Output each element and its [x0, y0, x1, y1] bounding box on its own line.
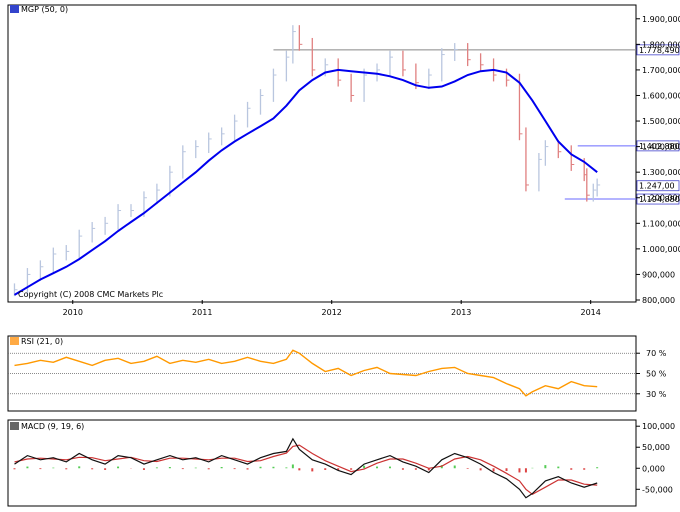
- price-x-tick-label: 2013: [451, 308, 471, 317]
- rsi-y-tick-label: 30 %: [646, 390, 667, 399]
- rsi-panel: 70 % 50 % 30 % RSI (21, 0): [7, 335, 667, 412]
- price-x-tick-label: 2012: [322, 308, 342, 317]
- macd-y-tick-label: 0,000: [642, 464, 665, 473]
- rsi-y-tick-label: 70 %: [646, 349, 667, 358]
- price-y-tick-label: 1.800,000: [642, 40, 680, 49]
- price-x-axis: 2010 2011 2012 2013 2014: [63, 300, 601, 317]
- price-y-tick-label: 1.500,000: [642, 117, 680, 126]
- macd-histogram: [13, 464, 599, 473]
- price-level-label: 1.194,880: [639, 195, 680, 204]
- price-x-tick-label: 2011: [192, 308, 212, 317]
- macd-y-tick-label: 50,000: [642, 443, 670, 452]
- macd-series-swatch-icon: [10, 422, 19, 430]
- price-y-tick-label: 1.000,000: [642, 245, 680, 254]
- price-panel-frame: [7, 4, 637, 303]
- price-level-tag: [636, 44, 680, 56]
- price-y-tick-label: 1.200,000: [642, 194, 680, 203]
- rsi-line: [14, 349, 598, 397]
- price-series-swatch-icon: [10, 5, 19, 13]
- last-value-tag: [636, 180, 680, 192]
- macd-y-tick-label: -50,000: [642, 485, 673, 494]
- macd-line: [14, 437, 598, 499]
- macd-panel: 100,000 50,000 0,000 -50,000 MACD (9, 19, 6…: [7, 419, 675, 507]
- last-value-label: 1.247,00: [639, 182, 675, 191]
- price-y-tick-label: 800,000: [642, 296, 675, 305]
- macd-panel-title: MACD (9, 19, 6): [21, 422, 84, 431]
- price-panel-title: MGP (50, 0): [21, 5, 68, 14]
- price-level-tag: [636, 140, 680, 152]
- macd-signal-line: [14, 444, 598, 496]
- price-y-tick-label: 1.600,000: [642, 91, 680, 100]
- price-x-tick-label: 2010: [63, 308, 83, 317]
- price-y-tick-label: 1.700,000: [642, 66, 680, 75]
- moving-average-line: [13, 68, 598, 296]
- macd-y-tick-label: 100,000: [642, 422, 675, 431]
- rsi-series-swatch-icon: [10, 337, 19, 345]
- rsi-panel-title: RSI (21, 0): [21, 337, 63, 346]
- price-y-tick-label: 900,000: [642, 270, 675, 279]
- price-panel: 1.778,490 1.402,880 1.194,880 1.247,00 1.90…: [7, 4, 680, 317]
- copyright-text: Copyright (C) 2008 CMC Markets Plc: [18, 290, 163, 299]
- price-x-tick-label: 2014: [581, 308, 601, 317]
- macd-y-axis: 100,000 50,000 0,000 -50,000: [636, 422, 675, 494]
- rsi-y-axis: 70 % 50 % 30 %: [636, 349, 667, 399]
- price-y-tick-label: 1.300,000: [642, 168, 680, 177]
- price-level-label: 1.778,490: [639, 46, 680, 55]
- price-y-tick-label: 1.900,000: [642, 15, 680, 24]
- price-level-label: 1.402,880: [639, 142, 680, 151]
- price-horizontal-lines: 1.778,490 1.402,880 1.194,880 1.247,00: [273, 44, 680, 205]
- price-y-tick-label: 1.400,000: [642, 143, 680, 152]
- price-y-axis: 1.900,000 1.800,000 1.700,000 1.600,000 1.50…: [636, 15, 680, 305]
- rsi-y-tick-label: 50 %: [646, 370, 667, 379]
- rsi-reference-lines: [8, 352, 636, 395]
- price-y-tick-label: 1.100,000: [642, 219, 680, 228]
- price-level-tag: [636, 193, 680, 205]
